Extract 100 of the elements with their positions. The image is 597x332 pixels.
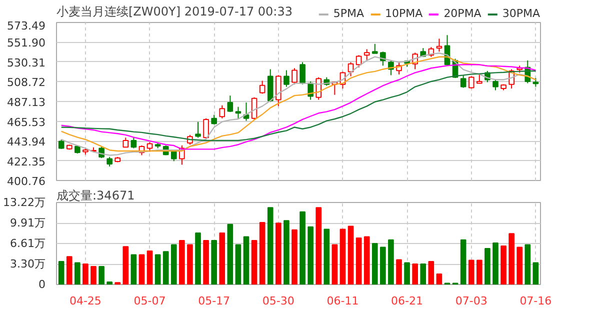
candlestick (300, 62, 306, 85)
candlestick (436, 38, 442, 52)
legend-label: 30PMA (502, 7, 540, 20)
bar (436, 273, 442, 284)
bar (267, 207, 274, 284)
legend-label: 10PMA (385, 7, 423, 20)
y-tick-label: 465.53 (7, 116, 46, 129)
bar (122, 246, 129, 284)
bar (412, 264, 418, 284)
bar (316, 207, 322, 284)
bar (203, 240, 209, 284)
bar (356, 237, 362, 284)
bar (284, 220, 290, 284)
bar (420, 264, 426, 284)
bar (428, 261, 434, 284)
y-tick-label: 487.13 (7, 96, 46, 109)
y-tick-label: 573.49 (7, 20, 46, 32)
bar (380, 246, 386, 284)
bar (292, 229, 298, 284)
bar (98, 266, 104, 284)
bar (468, 260, 474, 284)
bar (90, 266, 96, 284)
legend-label: 5PMA (333, 7, 364, 20)
y-tick-label: 443.94 (7, 136, 46, 148)
candlestick (356, 54, 362, 68)
legend-label: 20PMA (444, 7, 482, 20)
bar (211, 240, 217, 284)
bar (516, 246, 523, 284)
bar (66, 256, 72, 284)
bar (146, 250, 153, 284)
y-tick-label: 3.30万 (10, 258, 46, 271)
bar (524, 244, 531, 284)
bar (259, 222, 266, 284)
candlestick (203, 118, 209, 139)
x-tick-label: 05-30 (262, 294, 294, 308)
bar (106, 282, 112, 284)
bar (170, 244, 177, 284)
y-tick-label: 6.61万 (10, 237, 46, 250)
candlestick (195, 121, 201, 138)
bar (396, 259, 402, 284)
bar (227, 224, 234, 284)
candlestick (259, 80, 266, 94)
chart-title: 成交量:34671 (56, 188, 135, 202)
candlestick (364, 48, 370, 61)
bar (219, 232, 226, 284)
candlestick (235, 106, 242, 119)
y-tick-label: 9.91万 (10, 216, 46, 230)
bar (130, 254, 137, 284)
bar (243, 236, 250, 284)
candlestick (211, 114, 217, 125)
bar (58, 261, 64, 284)
y-tick-label: 508.72 (7, 76, 46, 90)
bar (532, 262, 539, 284)
bar (138, 254, 145, 284)
y-tick-label: 551.90 (7, 36, 46, 50)
y-tick-label: 0 (38, 278, 46, 291)
bar (195, 232, 201, 284)
x-tick-label: 04-25 (69, 294, 102, 308)
bar (492, 242, 498, 284)
candlestick (227, 95, 234, 113)
candlestick (106, 156, 112, 167)
y-tick-label: 13.22万 (3, 196, 46, 209)
bar (388, 239, 394, 284)
x-tick-label: 07-16 (520, 294, 552, 308)
y-tick-label: 422.35 (7, 155, 46, 168)
bar (476, 260, 482, 284)
candlestick (219, 104, 226, 119)
candlestick (275, 74, 282, 107)
bar (460, 239, 466, 284)
bar (179, 240, 185, 284)
bar (364, 236, 370, 284)
candlestick (468, 76, 474, 90)
bar (275, 222, 282, 284)
bar (484, 248, 490, 284)
x-tick-label: 06-11 (326, 294, 359, 308)
bar (508, 233, 514, 284)
candlestick (146, 142, 153, 152)
bar (154, 254, 161, 284)
candlestick (58, 138, 64, 150)
bar (187, 244, 193, 284)
bar (251, 240, 258, 284)
candlestick (492, 79, 498, 91)
bar (74, 262, 80, 284)
x-tick-label: 06-21 (391, 294, 424, 308)
bar (332, 244, 338, 284)
bar (324, 228, 330, 284)
bar (348, 226, 354, 284)
bar (500, 246, 506, 284)
bar (82, 264, 88, 284)
y-tick-label: 400.76 (7, 175, 46, 188)
bar (162, 251, 169, 284)
bar (372, 243, 378, 284)
candlestick (130, 137, 137, 149)
bar (340, 228, 346, 284)
candlestick (460, 74, 466, 88)
bar (235, 244, 242, 284)
x-tick-label: 07-03 (455, 294, 488, 308)
x-tick-label: 05-17 (198, 294, 230, 308)
y-tick-label: 530.31 (7, 56, 46, 70)
x-tick-label: 05-07 (134, 294, 166, 308)
